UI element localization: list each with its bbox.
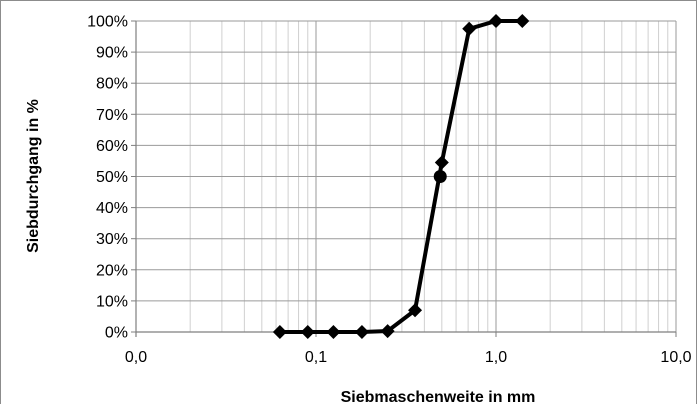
major-grid [135, 20, 677, 333]
y-tick-label: 20% [96, 262, 128, 279]
data-point-diamond [380, 324, 395, 339]
y-tick-label: 80% [96, 76, 128, 93]
y-tick-label: 10% [96, 293, 128, 310]
axes [131, 20, 677, 337]
data-point-diamond [489, 14, 503, 28]
x-tick-labels: 0,0 0,1 1,0 10,0 [125, 349, 692, 366]
x-tick-label: 0,1 [305, 349, 327, 366]
data-point-diamond [300, 325, 315, 339]
y-tick-label: 100% [87, 14, 128, 31]
y-tick-label: 60% [96, 138, 128, 155]
data-point-diamond [326, 325, 341, 339]
x-tick-label: 1,0 [485, 349, 507, 366]
y-tick-label: 90% [96, 45, 128, 62]
data-point-circle [433, 170, 447, 183]
series-layer [272, 14, 530, 339]
y-tick-label: 70% [96, 107, 128, 124]
data-point-diamond [354, 325, 369, 339]
y-tick-label: 0% [105, 325, 128, 342]
y-tick-labels: 0% 10% 20% 30% 40% 50% 60% 70% 80% 90% 100% [87, 14, 128, 342]
series-line [279, 19, 523, 334]
y-axis-label: Siebdurchgang in % [25, 99, 42, 253]
data-point-diamond [272, 325, 287, 339]
x-axis-label: Siebmaschenweite in mm [341, 389, 536, 405]
data-point-diamond [408, 303, 423, 318]
x-tick-label: 0,0 [125, 349, 147, 366]
data-point-diamond [434, 155, 449, 170]
data-point-diamond [462, 21, 477, 36]
x-tick-label: 10,0 [660, 349, 691, 366]
y-tick-label: 50% [96, 169, 128, 186]
y-tick-label: 30% [96, 231, 128, 248]
data-point-diamond [515, 14, 530, 28]
y-tick-label: 40% [96, 200, 128, 217]
